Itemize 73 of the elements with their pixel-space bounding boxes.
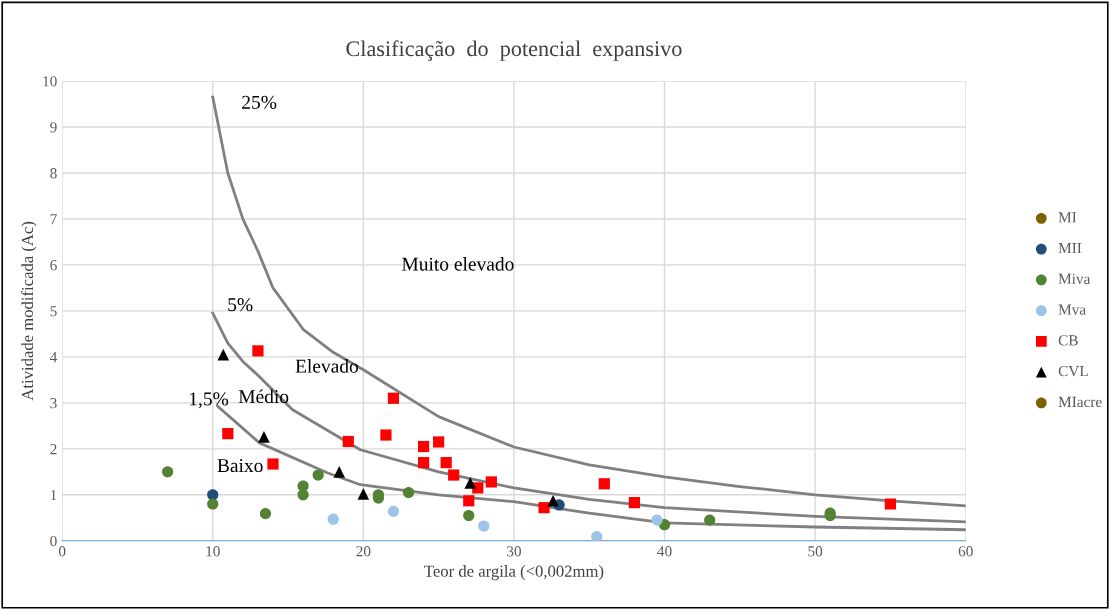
point xyxy=(161,466,174,478)
y-tick-label: 0 xyxy=(50,535,57,547)
point xyxy=(440,457,452,469)
legend-label: MIacre xyxy=(1058,396,1102,408)
y-tick-label: 7 xyxy=(50,214,57,225)
y-axis-title: Atividade modificada (Ac) xyxy=(21,221,37,401)
x-tick-label: 0 xyxy=(58,546,66,557)
y-tick-label: 6 xyxy=(50,260,57,271)
point xyxy=(312,469,324,481)
x-axis-title: Teor de argila (<0,002mm) xyxy=(424,565,604,581)
point xyxy=(651,514,663,526)
point xyxy=(387,505,400,517)
point xyxy=(252,345,264,357)
point xyxy=(258,431,270,443)
annotation: 1,5% xyxy=(189,392,229,409)
y-tick-label: 1 xyxy=(51,490,57,501)
y-tick-label: 9 xyxy=(50,122,57,133)
point xyxy=(380,429,392,441)
y-tick-label: 8 xyxy=(50,168,57,179)
point xyxy=(463,509,475,522)
point xyxy=(327,513,339,525)
legend-label: MI xyxy=(1058,212,1077,223)
legend-label: Mva xyxy=(1058,304,1086,315)
point xyxy=(417,440,430,453)
annotation: Elevado xyxy=(295,359,359,373)
point xyxy=(463,495,475,507)
x-tick-label: 30 xyxy=(507,546,521,557)
point xyxy=(402,486,415,499)
point xyxy=(628,497,640,509)
annotation: Baixo xyxy=(217,459,263,473)
point xyxy=(591,531,603,541)
point xyxy=(387,392,400,404)
legend-label: MII xyxy=(1058,243,1082,254)
x-tick-label: 20 xyxy=(356,546,371,557)
legend-label: CVL xyxy=(1058,366,1088,377)
point xyxy=(485,476,497,488)
annotation: 5% xyxy=(228,298,253,312)
point xyxy=(357,488,370,500)
point xyxy=(267,458,279,470)
point xyxy=(598,478,610,490)
legend-label: Miva xyxy=(1058,273,1091,285)
y-tick-label: 5 xyxy=(50,306,57,317)
point xyxy=(464,477,477,489)
point xyxy=(547,494,559,507)
point xyxy=(207,489,219,501)
point xyxy=(297,489,309,501)
point xyxy=(448,469,460,481)
point xyxy=(217,348,230,361)
point xyxy=(342,435,354,448)
legend-label: CB xyxy=(1058,335,1078,346)
annotation: Muito elevado xyxy=(402,257,514,271)
x-tick-label: 40 xyxy=(657,546,672,557)
point xyxy=(417,457,430,469)
point xyxy=(704,514,716,526)
point xyxy=(478,520,490,532)
point xyxy=(207,498,219,510)
x-tick-label: 10 xyxy=(206,546,220,557)
point xyxy=(259,508,272,520)
y-tick-label: 3 xyxy=(50,398,57,409)
point xyxy=(538,502,550,514)
y-tick-label: 10 xyxy=(43,76,57,87)
point xyxy=(884,498,896,510)
chart-title: Clasificação do potencial expansivo xyxy=(346,40,682,61)
annotation: 25% xyxy=(242,95,277,109)
point xyxy=(433,436,445,448)
annotation: Médio xyxy=(238,389,289,404)
point xyxy=(222,428,234,440)
x-tick-label: 60 xyxy=(958,546,973,557)
point xyxy=(658,519,671,531)
y-tick-label: 4 xyxy=(49,352,58,363)
point xyxy=(333,466,346,478)
x-tick-label: 50 xyxy=(808,546,823,557)
y-tick-label: 2 xyxy=(50,444,57,455)
